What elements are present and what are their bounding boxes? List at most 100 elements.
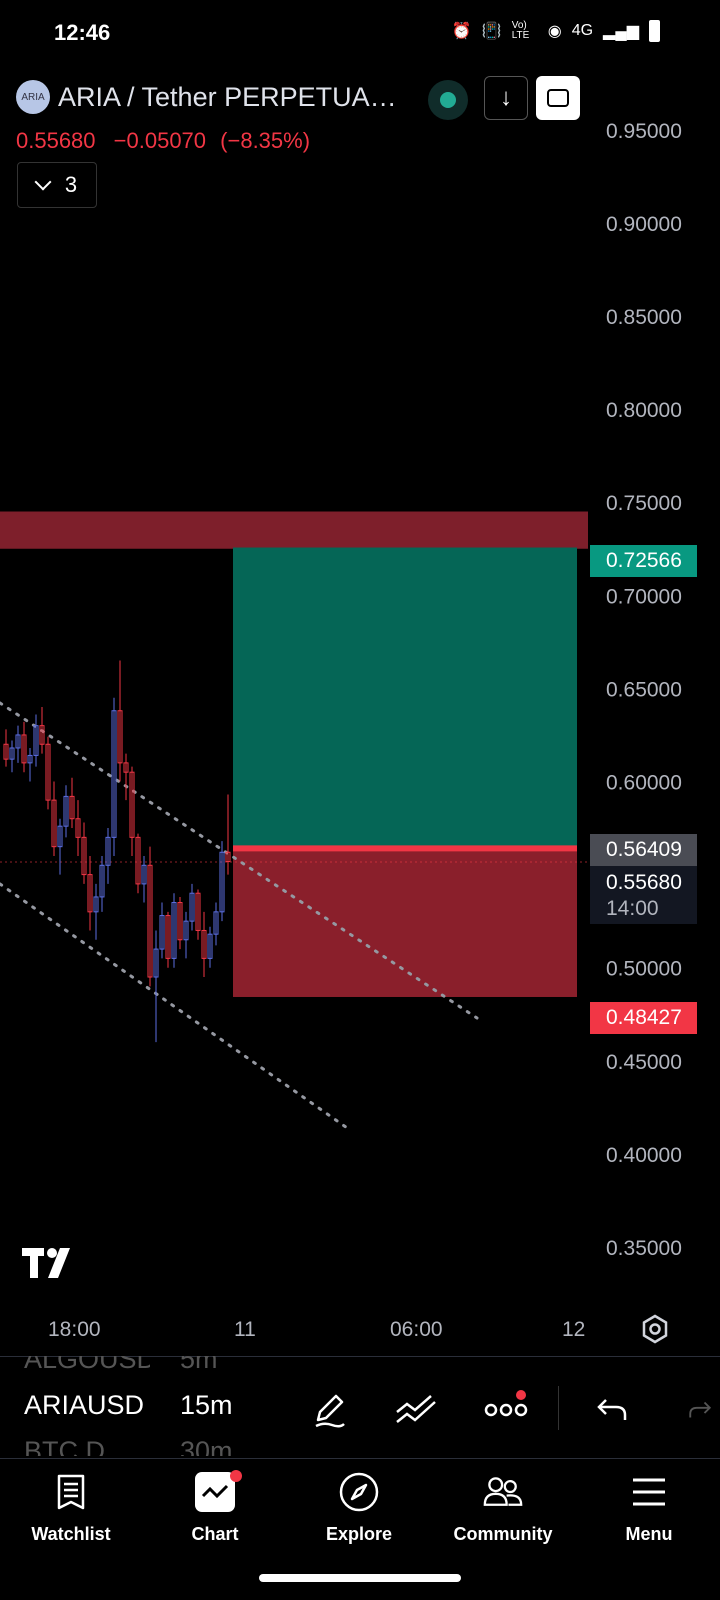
loss-zone [233,848,577,997]
candle-body [39,725,45,745]
candle-body [21,734,27,764]
nav-label: Watchlist [31,1524,111,1544]
nav-menu[interactable]: Menu [584,1460,714,1560]
candle-body [3,743,9,760]
redo-button[interactable] [672,1386,712,1434]
candle-body [195,892,201,931]
indicator-count: 3 [64,172,78,197]
toolbar-divider [0,1356,720,1357]
status-icons: ⏰ 📳 Vo) LTE ◉ 4G ▂▄▆ [452,20,660,42]
price-axis-label: 0.60000 [606,772,682,795]
resistance-zone [0,511,588,549]
price-axis-label: 0.65000 [606,678,682,701]
candle-body [51,799,57,848]
chart-settings-icon[interactable] [640,1314,670,1344]
menu-icon [633,1478,665,1506]
alarm-icon: ⏰ [451,23,472,40]
price-chart[interactable]: 0.95000 0.90000 0.85000 0.80000 0.75000 0.700… [0,0,720,1340]
symbol-logo: ARIA [16,80,50,114]
candle-body [75,818,81,838]
price-change: −0.05070 [113,128,207,153]
picker-symbol: ARIAUSD [24,1390,145,1420]
candle-body [183,920,189,941]
indicators-toggle-button[interactable]: 3 [17,162,97,208]
undo-button[interactable] [588,1386,636,1434]
chart-icon [195,1472,235,1512]
candle-body [225,851,231,863]
price-axis-label: 0.90000 [606,213,682,236]
battery-icon [649,20,660,42]
download-button[interactable]: ↓ [484,76,528,120]
candle-body [93,896,99,913]
candle-body [117,710,123,764]
drawing-tool-button[interactable] [306,1386,354,1434]
candle-body [159,915,165,950]
candle-body [207,933,213,959]
nav-chart[interactable]: Chart [150,1460,280,1560]
candle-body [99,864,105,898]
nav-community[interactable]: Community [438,1460,568,1560]
market-status-indicator[interactable] [428,80,468,120]
candle-body [147,864,153,978]
time-axis-label: 12 [562,1318,585,1340]
home-indicator[interactable] [259,1574,461,1582]
arrow-down-icon: ↓ [500,84,512,111]
candle-body [153,948,159,978]
more-tools-button[interactable] [482,1386,530,1434]
candle-body [201,929,207,959]
nav-explore[interactable]: Explore [294,1460,424,1560]
candle-body [213,911,219,935]
chevron-down-icon [34,173,52,191]
candle-body [135,836,141,885]
hotspot-icon: ◉ [547,23,562,40]
fullscreen-button[interactable] [536,76,580,120]
price-axis-label: 0.35000 [606,1237,682,1260]
last-price-tag-value: 0.55680 [606,871,682,894]
nav-label: Chart [191,1524,239,1544]
trend-lines-icon [396,1395,436,1423]
price-axis-label: 0.50000 [606,958,682,981]
candle-body [105,836,111,866]
take-profit-price-tag: 0.72566 [590,545,697,577]
price-axis-label: 0.40000 [606,1144,682,1167]
candle-body [129,771,135,838]
undo-icon [597,1399,627,1420]
status-bar: 12:46 ⏰ 📳 Vo) LTE ◉ 4G ▂▄▆ [0,0,720,66]
trend-line-tool-button[interactable] [392,1386,440,1434]
candle-body [123,762,129,773]
price-change-row: 0.55680 −0.05070 (−8.35%) [16,128,310,154]
nav-watchlist[interactable]: Watchlist [6,1460,136,1560]
notification-dot [230,1470,242,1482]
candle-body [57,825,63,848]
compass-icon [339,1472,379,1512]
picker-timeframe: 30m [180,1436,233,1456]
candle-body [27,754,33,764]
symbol-header[interactable]: ARIA ARIA / Tether PERPETUA… [16,80,397,114]
symbol-timeframe-picker[interactable]: ALGOUSD 5m ARIAUSD 15m BTC.D 30m [24,1356,264,1456]
candle-body [189,892,195,922]
nav-label: Explore [325,1524,393,1544]
candle-body [33,725,39,756]
pen-icon [315,1394,345,1428]
watchlist-icon [57,1474,85,1510]
status-time: 12:46 [54,20,111,45]
price-axis-label: 0.75000 [606,492,682,515]
nav-label: Community [453,1524,553,1544]
candle-body [81,836,87,876]
nav-label: Menu [625,1524,673,1544]
picker-symbol: ALGOUSD [24,1356,150,1374]
network-label: 4G [571,22,594,39]
profit-zone [233,547,577,849]
price-axis-label: 0.85000 [606,306,682,329]
candle-body [141,864,147,885]
candle-body [69,795,75,820]
price-axis-label: 0.80000 [606,399,682,422]
redo-icon [689,1401,712,1418]
more-dots-icon [484,1403,528,1417]
picker-timeframe: 15m [180,1390,233,1420]
candle-body [171,902,177,959]
symbol-title[interactable]: ARIA / Tether PERPETUA… [58,81,397,112]
community-icon [483,1477,523,1506]
candle-body [9,747,15,760]
picker-timeframe: 5m [180,1356,218,1374]
